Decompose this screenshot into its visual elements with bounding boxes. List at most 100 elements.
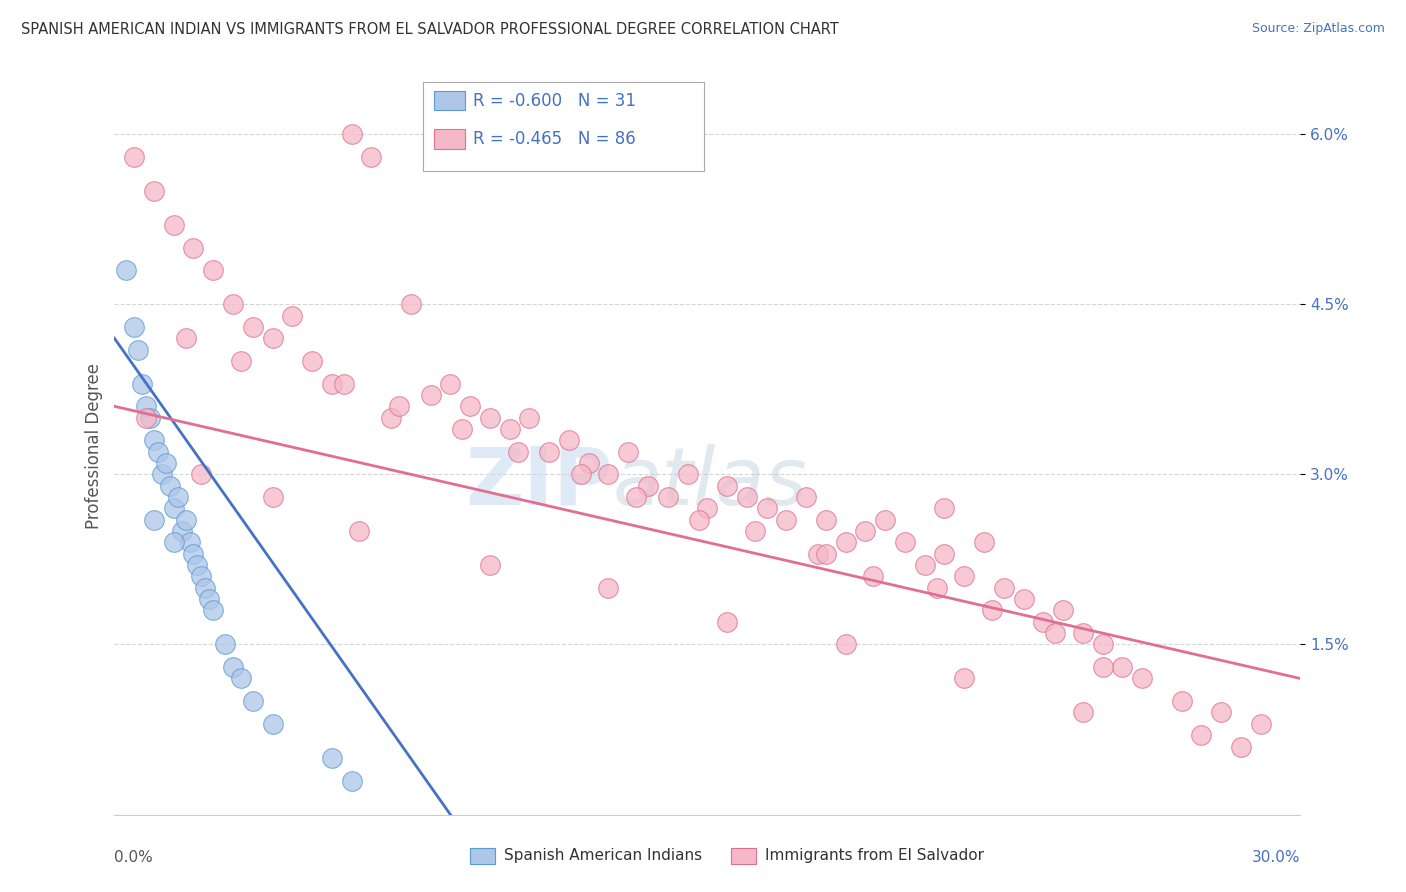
Point: [688, 513, 710, 527]
Point: [834, 535, 856, 549]
Point: [519, 410, 541, 425]
Point: [262, 490, 284, 504]
Point: [1111, 660, 1133, 674]
Point: [142, 184, 165, 198]
Point: [360, 150, 382, 164]
Point: [301, 354, 323, 368]
Point: [1043, 626, 1066, 640]
Point: [1189, 728, 1212, 742]
Point: [262, 716, 284, 731]
Point: [1250, 716, 1272, 731]
Point: [122, 320, 145, 334]
Point: [321, 751, 343, 765]
Point: [914, 558, 936, 572]
Point: [973, 535, 995, 549]
Point: [499, 422, 522, 436]
Point: [222, 660, 245, 674]
Point: [439, 376, 461, 391]
Point: [458, 400, 481, 414]
Point: [340, 773, 363, 788]
Text: atlas: atlas: [613, 444, 807, 522]
Point: [1211, 706, 1233, 720]
Point: [451, 422, 474, 436]
Point: [1071, 706, 1094, 720]
Point: [190, 569, 212, 583]
Point: [222, 297, 245, 311]
Point: [159, 478, 181, 492]
Point: [875, 513, 897, 527]
Point: [174, 513, 197, 527]
Point: [262, 331, 284, 345]
Point: [163, 501, 186, 516]
Point: [1230, 739, 1253, 754]
Point: [993, 581, 1015, 595]
Point: [794, 490, 817, 504]
Point: [755, 501, 778, 516]
Point: [229, 672, 252, 686]
Point: [127, 343, 149, 357]
Text: Source: ZipAtlas.com: Source: ZipAtlas.com: [1251, 22, 1385, 36]
Point: [135, 410, 157, 425]
Point: [122, 150, 145, 164]
Point: [807, 547, 830, 561]
Point: [1130, 672, 1153, 686]
Point: [340, 127, 363, 141]
Point: [142, 434, 165, 448]
Point: [194, 581, 217, 595]
Point: [419, 388, 441, 402]
Point: [198, 592, 221, 607]
Point: [569, 467, 592, 482]
Point: [242, 694, 264, 708]
Point: [150, 467, 173, 482]
Point: [624, 490, 647, 504]
Point: [229, 354, 252, 368]
Point: [558, 434, 581, 448]
Point: [980, 603, 1002, 617]
Text: 30.0%: 30.0%: [1251, 850, 1301, 865]
Point: [179, 535, 201, 549]
Point: [814, 513, 837, 527]
Point: [183, 241, 205, 255]
Point: [399, 297, 422, 311]
Point: [735, 490, 758, 504]
Point: [332, 376, 354, 391]
Point: [775, 513, 797, 527]
Point: [934, 547, 956, 561]
Point: [744, 524, 766, 538]
Point: [388, 400, 411, 414]
Point: [1091, 660, 1114, 674]
Point: [135, 400, 157, 414]
Point: [716, 615, 738, 629]
Text: R = -0.465   N = 86: R = -0.465 N = 86: [474, 130, 636, 148]
Point: [142, 513, 165, 527]
Point: [478, 558, 501, 572]
Point: [1012, 592, 1035, 607]
Point: [174, 331, 197, 345]
Point: [183, 547, 205, 561]
Point: [894, 535, 917, 549]
Point: [131, 376, 153, 391]
Point: [163, 535, 186, 549]
Point: [598, 581, 620, 595]
Text: SPANISH AMERICAN INDIAN VS IMMIGRANTS FROM EL SALVADOR PROFESSIONAL DEGREE CORRE: SPANISH AMERICAN INDIAN VS IMMIGRANTS FR…: [21, 22, 839, 37]
Point: [676, 467, 699, 482]
Point: [321, 376, 343, 391]
Point: [637, 478, 659, 492]
Point: [934, 501, 956, 516]
Point: [716, 478, 738, 492]
Point: [202, 603, 225, 617]
Point: [115, 263, 138, 277]
Point: [1032, 615, 1054, 629]
Point: [202, 263, 225, 277]
Point: [953, 569, 976, 583]
Point: [814, 547, 837, 561]
Point: [281, 309, 304, 323]
Y-axis label: Professional Degree: Professional Degree: [86, 363, 103, 529]
Point: [696, 501, 718, 516]
Point: [617, 444, 640, 458]
Text: ZIP: ZIP: [465, 444, 613, 522]
Point: [155, 456, 177, 470]
Point: [538, 444, 561, 458]
Text: R = -0.600   N = 31: R = -0.600 N = 31: [474, 92, 637, 110]
Point: [349, 524, 371, 538]
